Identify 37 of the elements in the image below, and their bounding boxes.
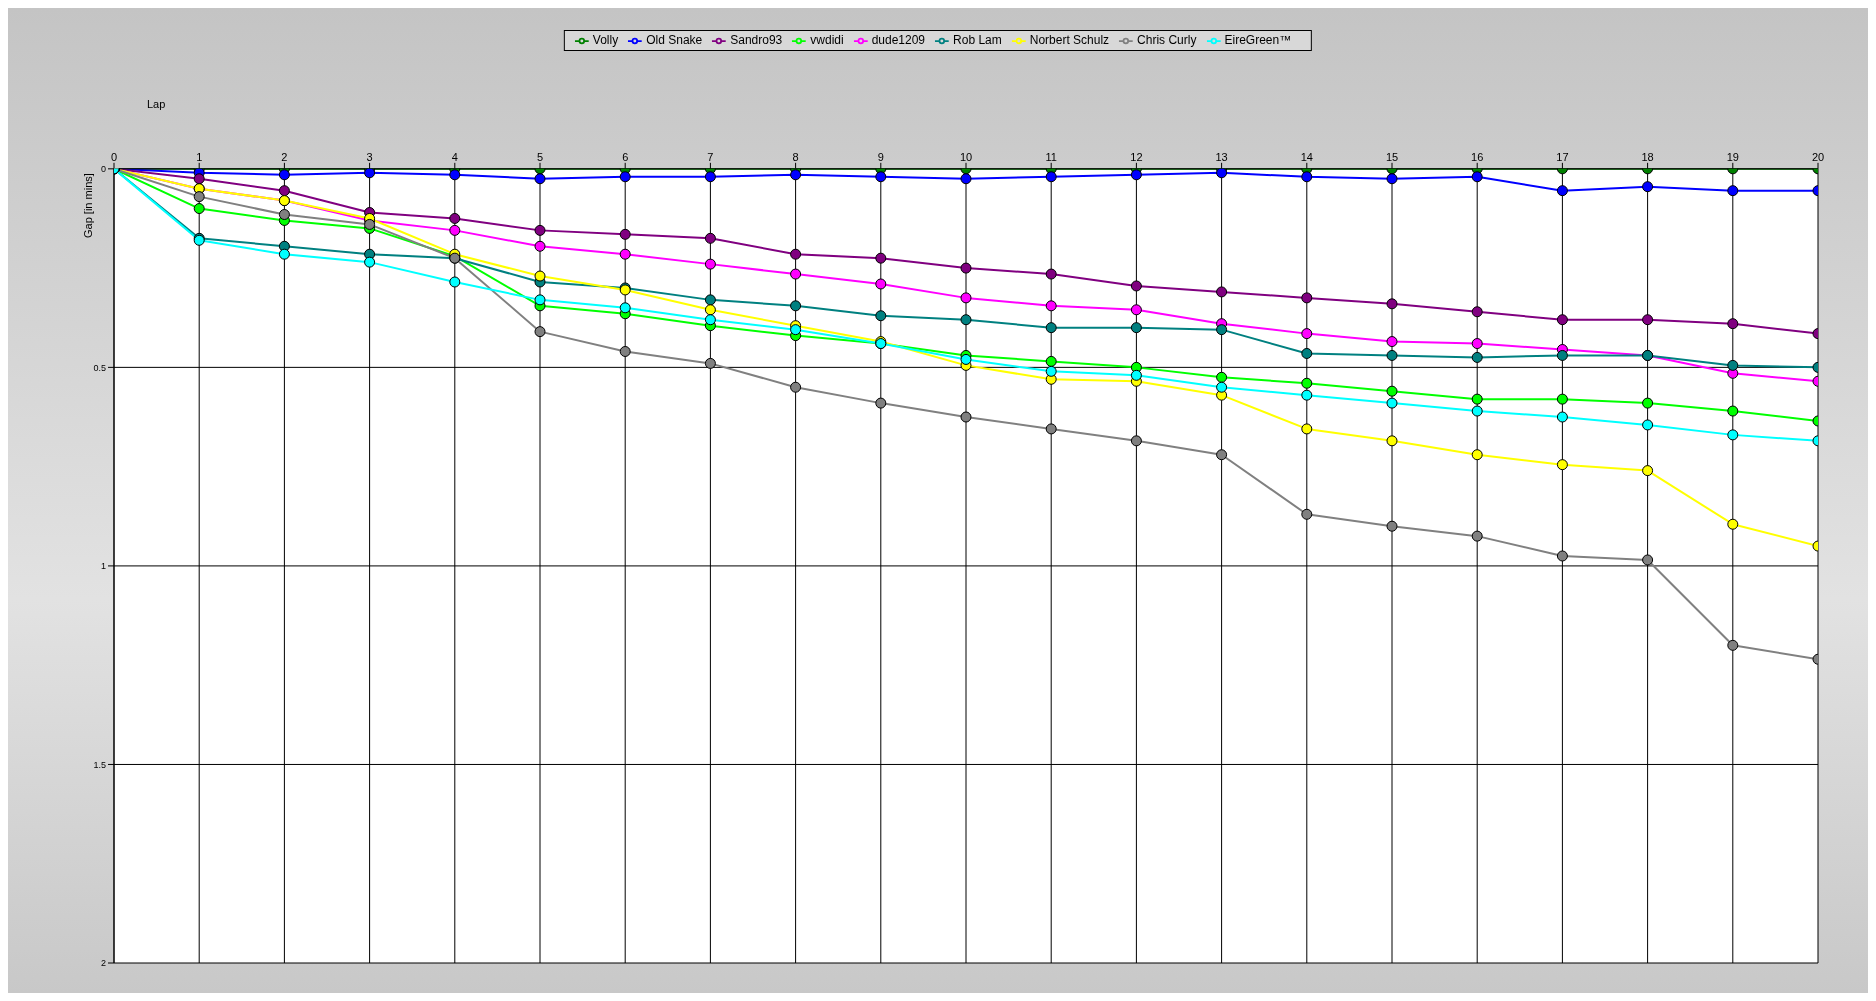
x-tick-label: 15 [1385,150,1399,163]
x-tick-label: 1 [196,150,203,163]
x-tick-label: 17 [1556,150,1569,163]
y-tick-label: 0 [100,164,106,175]
x-tick-label: 11 [1045,150,1057,163]
x-tick-label: 10 [959,150,973,163]
x-tick-label: 18 [1641,150,1654,163]
legend-label: EireGreen™ [1224,33,1292,47]
x-tick-label: 13 [1215,150,1228,163]
legend-label: Old Snake [646,33,703,47]
x-tick-label: 19 [1726,150,1739,163]
x-tick-label: 3 [366,150,373,163]
x-axis-title: Lap [147,98,166,110]
x-tick-label: 14 [1300,150,1313,163]
y-tick-label: 1 [100,561,106,572]
legend-label: Sandro93 [730,33,783,47]
x-tick-label: 20 [1811,150,1825,163]
legend-label: Volly [592,33,619,47]
y-tick-label: 1.5 [93,759,106,770]
x-tick-label: 9 [877,150,884,163]
legend-label: Chris Curly [1137,33,1197,47]
x-tick-label: 0 [110,150,118,163]
x-tick-label: 8 [792,150,799,163]
legend-label: vwdidi [810,33,844,47]
legend-label: Rob Lam [953,33,1002,47]
legend-label: dude1209 [871,33,926,47]
x-tick-label: 16 [1471,150,1484,163]
x-tick-label: 7 [707,150,714,163]
y-tick-label: 2 [100,958,106,969]
y-tick-label: 0.5 [93,362,106,373]
x-tick-label: 12 [1130,150,1143,163]
x-tick-label: 4 [451,150,458,163]
x-tick-label: 5 [536,150,544,163]
legend-label: Norbert Schulz [1029,33,1110,47]
y-axis-title: Gap [in mins] [82,173,94,238]
x-tick-label: 2 [281,150,288,163]
x-tick-label: 6 [622,150,629,163]
